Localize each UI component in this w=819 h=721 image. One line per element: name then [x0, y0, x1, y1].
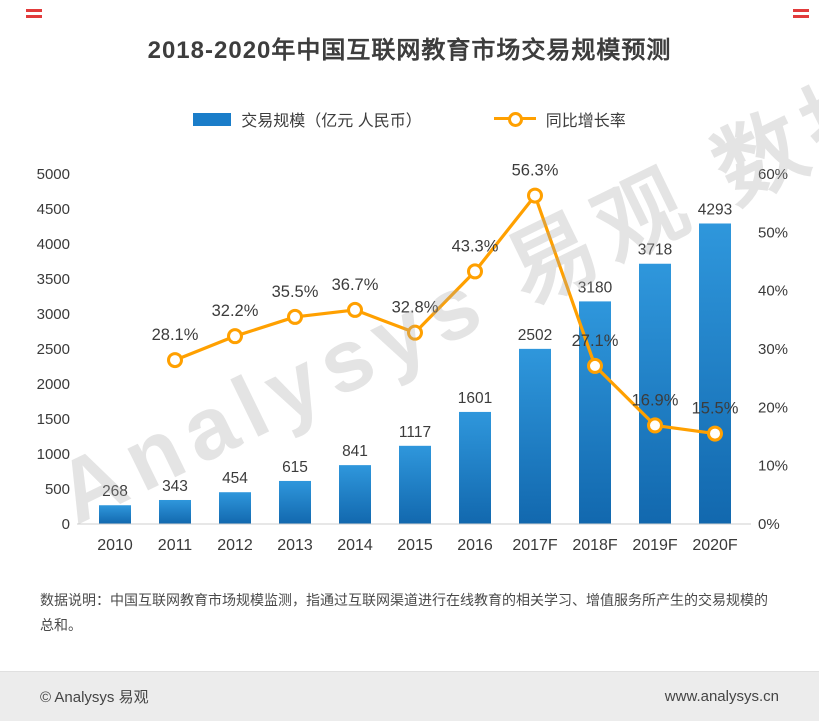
footer-bar: © Analysys 易观 www.analysys.cn: [0, 671, 819, 721]
growth-value-label: 43.3%: [452, 237, 499, 255]
growth-value-label: 27.1%: [572, 332, 619, 350]
bar-value-label: 615: [282, 459, 308, 476]
left-axis-tick-label: 500: [45, 481, 70, 498]
bar-value-label: 2502: [518, 327, 552, 344]
market-scale-chart: 0 500 1000 1500 2000 2500 3000 3500 4000 4500 5000…: [37, 162, 788, 554]
left-axis-tick-label: 1500: [37, 411, 70, 428]
left-axis-tick-label: 4500: [37, 201, 70, 218]
footer-copyright: © Analysys 易观: [40, 689, 149, 706]
right-axis-tick-label: 30%: [758, 341, 788, 358]
legend-line-label: 同比增长率: [545, 113, 626, 130]
note-label: 数据说明：: [40, 592, 110, 608]
bar-value-label: 268: [102, 483, 128, 500]
x-axis-category-label: 2018F: [572, 537, 618, 554]
x-axis-category-label: 2013: [277, 537, 313, 554]
x-axis-category-label: 2015: [397, 537, 433, 554]
bar-value-label: 1117: [399, 424, 431, 441]
bar: [99, 505, 131, 524]
growth-value-label: 32.8%: [392, 299, 439, 317]
x-axis-category-label: 2016: [457, 537, 493, 554]
line-series-marker-icon: [493, 112, 536, 127]
growth-value-label: 36.7%: [332, 276, 379, 294]
left-axis-tick-label: 3500: [37, 271, 70, 288]
left-axis-tick-label: 3000: [37, 306, 70, 323]
right-axis-tick-label: 40%: [758, 283, 788, 300]
footer-url: www.analysys.cn: [664, 688, 779, 705]
right-axis-tick-label: 60%: [758, 166, 788, 183]
bar-value-label: 454: [222, 470, 248, 487]
bar: [639, 263, 671, 524]
bar-value-labels: 268 343 454 615 841 1117 1601 2502 3180 3718 4293: [102, 201, 732, 500]
bar: [159, 499, 191, 524]
page-title: 2018-2020年中国互联网教育市场交易规模预测: [147, 37, 672, 64]
legend-bars-label: 交易规模（亿元 人民币）: [241, 113, 422, 130]
left-axis-tick-label: 2500: [37, 341, 70, 358]
left-axis-tick-label: 1000: [37, 446, 70, 463]
x-axis-category-label: 2020F: [692, 537, 738, 554]
growth-line: [174, 193, 716, 436]
growth-value-label: 35.5%: [272, 283, 319, 301]
growth-marker: [647, 417, 663, 434]
bar: [459, 411, 491, 524]
growth-marker: [527, 187, 543, 204]
left-axis-labels: 0 500 1000 1500 2000 2500 3000 3500 4000 4500 5000: [37, 166, 70, 533]
bar: [279, 480, 311, 524]
growth-value-label: 28.1%: [152, 326, 199, 344]
corner-mark-right: [793, 6, 809, 21]
right-axis-tick-label: 20%: [758, 399, 788, 416]
growth-value-label: 32.2%: [212, 302, 259, 320]
data-note: 数据说明：中国互联网教育市场规模监测，指通过互联网渠道进行在线教育的相关学习、增…: [0, 574, 819, 637]
x-axis-category-label: 2012: [217, 537, 253, 554]
bar: [399, 445, 431, 524]
chart-area: 0 500 1000 1500 2000 2500 3000 3500 4000 4500 5000…: [0, 139, 819, 574]
bar: [219, 492, 251, 524]
left-axis-tick-label: 4000: [37, 236, 70, 253]
bar-value-label: 3718: [638, 242, 672, 259]
right-axis-labels: 0% 10% 20% 30% 40% 50% 60%: [758, 166, 788, 533]
right-axis-tick-label: 50%: [758, 224, 788, 241]
left-axis-tick-label: 5000: [37, 166, 70, 183]
growth-marker: [227, 328, 243, 345]
x-axis-category-label: 2014: [337, 537, 373, 554]
bar: [519, 348, 551, 524]
growth-marker: [467, 263, 483, 280]
chart-legend: 交易规模（亿元 人民币） 同比增长率: [0, 107, 819, 131]
x-axis-category-label: 2011: [158, 537, 193, 554]
growth-value-labels: 28.1% 32.2% 35.5% 36.7% 32.8% 43.3% 56.3% 27.1%…: [152, 162, 739, 418]
growth-value-label: 16.9%: [632, 391, 679, 409]
growth-marker: [407, 324, 423, 341]
right-axis-tick-label: 0%: [758, 516, 780, 533]
legend-item-bars: 交易规模（亿元 人民币）: [193, 107, 422, 131]
growth-marker: [287, 308, 303, 325]
bar: [699, 223, 731, 524]
growth-marker: [707, 425, 723, 442]
x-axis-category-label: 2010: [97, 537, 133, 554]
bars-series: [99, 223, 731, 524]
growth-marker: [347, 301, 363, 318]
left-axis-tick-label: 0: [62, 516, 70, 533]
right-axis-tick-label: 10%: [758, 458, 788, 475]
legend-item-line: 同比增长率: [493, 107, 626, 131]
bar: [339, 465, 371, 524]
growth-marker: [167, 352, 183, 369]
x-axis-category-label: 2017F: [512, 537, 558, 554]
bar-value-label: 1601: [458, 390, 492, 407]
corner-mark-left: [26, 6, 42, 21]
bar-value-label: 343: [162, 478, 188, 495]
bar-value-label: 841: [342, 443, 368, 460]
note-text: 中国互联网教育市场规模监测，指通过互联网渠道进行在线教育的相关学习、增值服务所产…: [40, 592, 768, 633]
growth-value-label: 15.5%: [692, 400, 739, 418]
bar-value-label: 3180: [578, 279, 613, 296]
left-axis-tick-label: 2000: [37, 376, 70, 393]
x-axis-labels: 2010 2011 2012 2013 2014 2015 2016 2017F 2018F 20…: [97, 537, 738, 554]
x-axis-category-label: 2019F: [632, 537, 678, 554]
bar-value-label: 4293: [698, 201, 732, 218]
growth-markers: [167, 187, 723, 442]
growth-marker: [587, 357, 603, 374]
growth-value-label: 56.3%: [512, 162, 559, 180]
bar-series-swatch-icon: [193, 112, 232, 126]
